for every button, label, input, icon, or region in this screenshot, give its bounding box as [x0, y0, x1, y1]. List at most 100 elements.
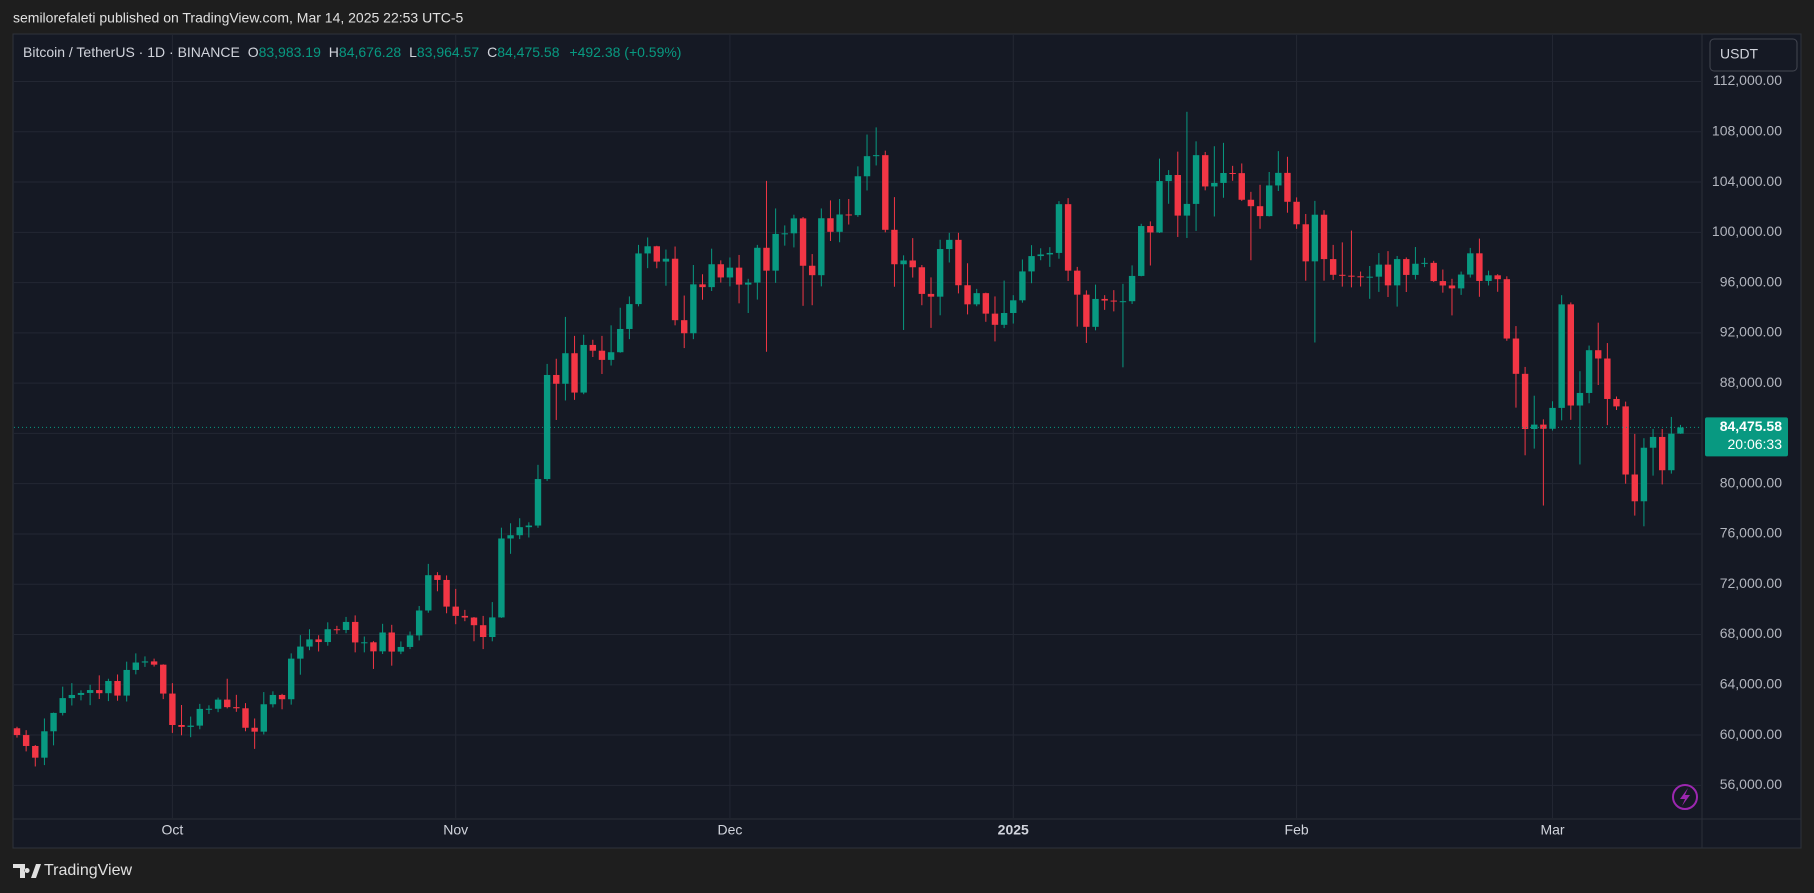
last-price-label: 84,475.58: [1720, 418, 1782, 434]
candle-body: [745, 282, 752, 285]
candle-body: [909, 260, 916, 268]
candle-body: [525, 525, 533, 528]
candle-body: [333, 629, 341, 631]
candle-body: [991, 313, 999, 325]
lightning-icon[interactable]: [1672, 784, 1698, 810]
symbol-title: Bitcoin / TetherUS · 1D · BINANCE: [23, 44, 240, 60]
candle-body: [443, 579, 450, 607]
candle-body: [370, 642, 377, 652]
currency-label[interactable]: USDT: [1720, 46, 1759, 62]
candle-body: [681, 320, 688, 334]
y-tick-label: 92,000.00: [1720, 324, 1782, 340]
candle-body: [671, 258, 679, 321]
candle-body: [306, 639, 313, 647]
candle-body: [1101, 298, 1108, 301]
candle-body: [1302, 224, 1309, 262]
candle-body: [845, 214, 852, 216]
candle-body: [1311, 214, 1319, 262]
candle-body: [288, 658, 295, 700]
logo-mark: [13, 864, 41, 878]
legend-key: C: [487, 44, 497, 60]
lightning-bolt[interactable]: [1680, 788, 1690, 806]
candle-body: [1138, 226, 1145, 276]
candle-body: [1119, 301, 1127, 303]
candle-body: [425, 575, 432, 611]
candle-body: [105, 681, 112, 694]
candle-body: [415, 610, 423, 636]
candle-body: [1229, 172, 1236, 174]
candle-body: [946, 239, 953, 250]
candle-body: [900, 260, 907, 265]
candle-body: [1677, 427, 1684, 434]
candle-body: [13, 728, 21, 736]
candle-body: [644, 246, 651, 254]
candle-body: [379, 632, 386, 652]
y-tick-label: 64,000.00: [1720, 675, 1782, 691]
candle-body: [653, 246, 660, 262]
candle-body: [1000, 313, 1008, 325]
candle-body: [1503, 279, 1511, 339]
candle-body: [562, 353, 569, 384]
candle-body: [214, 699, 222, 709]
candle-body: [141, 661, 149, 663]
candle-body: [598, 350, 606, 360]
candle-body: [1010, 300, 1017, 314]
candle-body: [854, 176, 862, 216]
candle-body: [351, 621, 359, 643]
candle-body: [1375, 264, 1383, 277]
y-tick-label: 80,000.00: [1720, 474, 1782, 490]
y-tick-label: 112,000.00: [1713, 72, 1782, 88]
y-tick-label: 96,000.00: [1720, 273, 1782, 289]
candle-body: [1585, 350, 1593, 393]
candle-body: [726, 267, 734, 278]
x-tick-label: 2025: [998, 822, 1029, 838]
candle-body: [1156, 181, 1163, 233]
candle-body: [1037, 254, 1044, 257]
candle-body: [498, 538, 505, 618]
candle-body: [1074, 270, 1081, 295]
candle-body: [242, 708, 249, 728]
candle-body: [1604, 358, 1611, 399]
currency-button[interactable]: [1709, 38, 1798, 72]
candle-body: [1320, 214, 1328, 260]
candle-body: [1211, 182, 1218, 187]
candle-body: [1110, 300, 1117, 302]
candle-body: [507, 535, 514, 539]
candle-body: [735, 267, 743, 285]
publish-note: semilorefaleti published on TradingView.…: [13, 10, 464, 26]
candle-body: [260, 704, 267, 732]
candle-body: [827, 218, 834, 232]
candle-body: [397, 646, 405, 652]
candle-body: [863, 156, 871, 177]
y-tick-label: 88,000.00: [1720, 374, 1782, 390]
candle-body: [169, 693, 176, 725]
candle-body: [269, 694, 277, 705]
candle-body: [818, 218, 825, 276]
y-tick-label: 108,000.00: [1712, 122, 1782, 138]
candle-body: [406, 635, 414, 647]
candle-body: [1329, 259, 1337, 275]
lightning-circle[interactable]: [1672, 784, 1698, 810]
candle-body: [699, 284, 706, 288]
candle-body: [1339, 274, 1346, 276]
candle-body: [516, 527, 523, 536]
candle-body: [251, 727, 258, 732]
y-tick-label: 60,000.00: [1720, 726, 1782, 742]
candle-body: [836, 214, 843, 232]
candle-body: [41, 731, 48, 758]
y-tick-label: 72,000.00: [1720, 575, 1782, 591]
y-tick-label: 104,000.00: [1712, 173, 1782, 189]
candle-body: [1494, 275, 1501, 280]
candle-body: [589, 344, 597, 351]
candle-body: [233, 707, 240, 709]
candle-body: [1576, 392, 1584, 406]
candle-body: [1275, 172, 1282, 186]
candle-body: [1595, 350, 1602, 359]
candle-body: [1403, 259, 1410, 275]
candle-body: [315, 639, 322, 643]
candle-body: [461, 615, 469, 618]
candle-body: [1631, 474, 1638, 502]
countdown-label: 20:06:33: [1728, 436, 1783, 452]
